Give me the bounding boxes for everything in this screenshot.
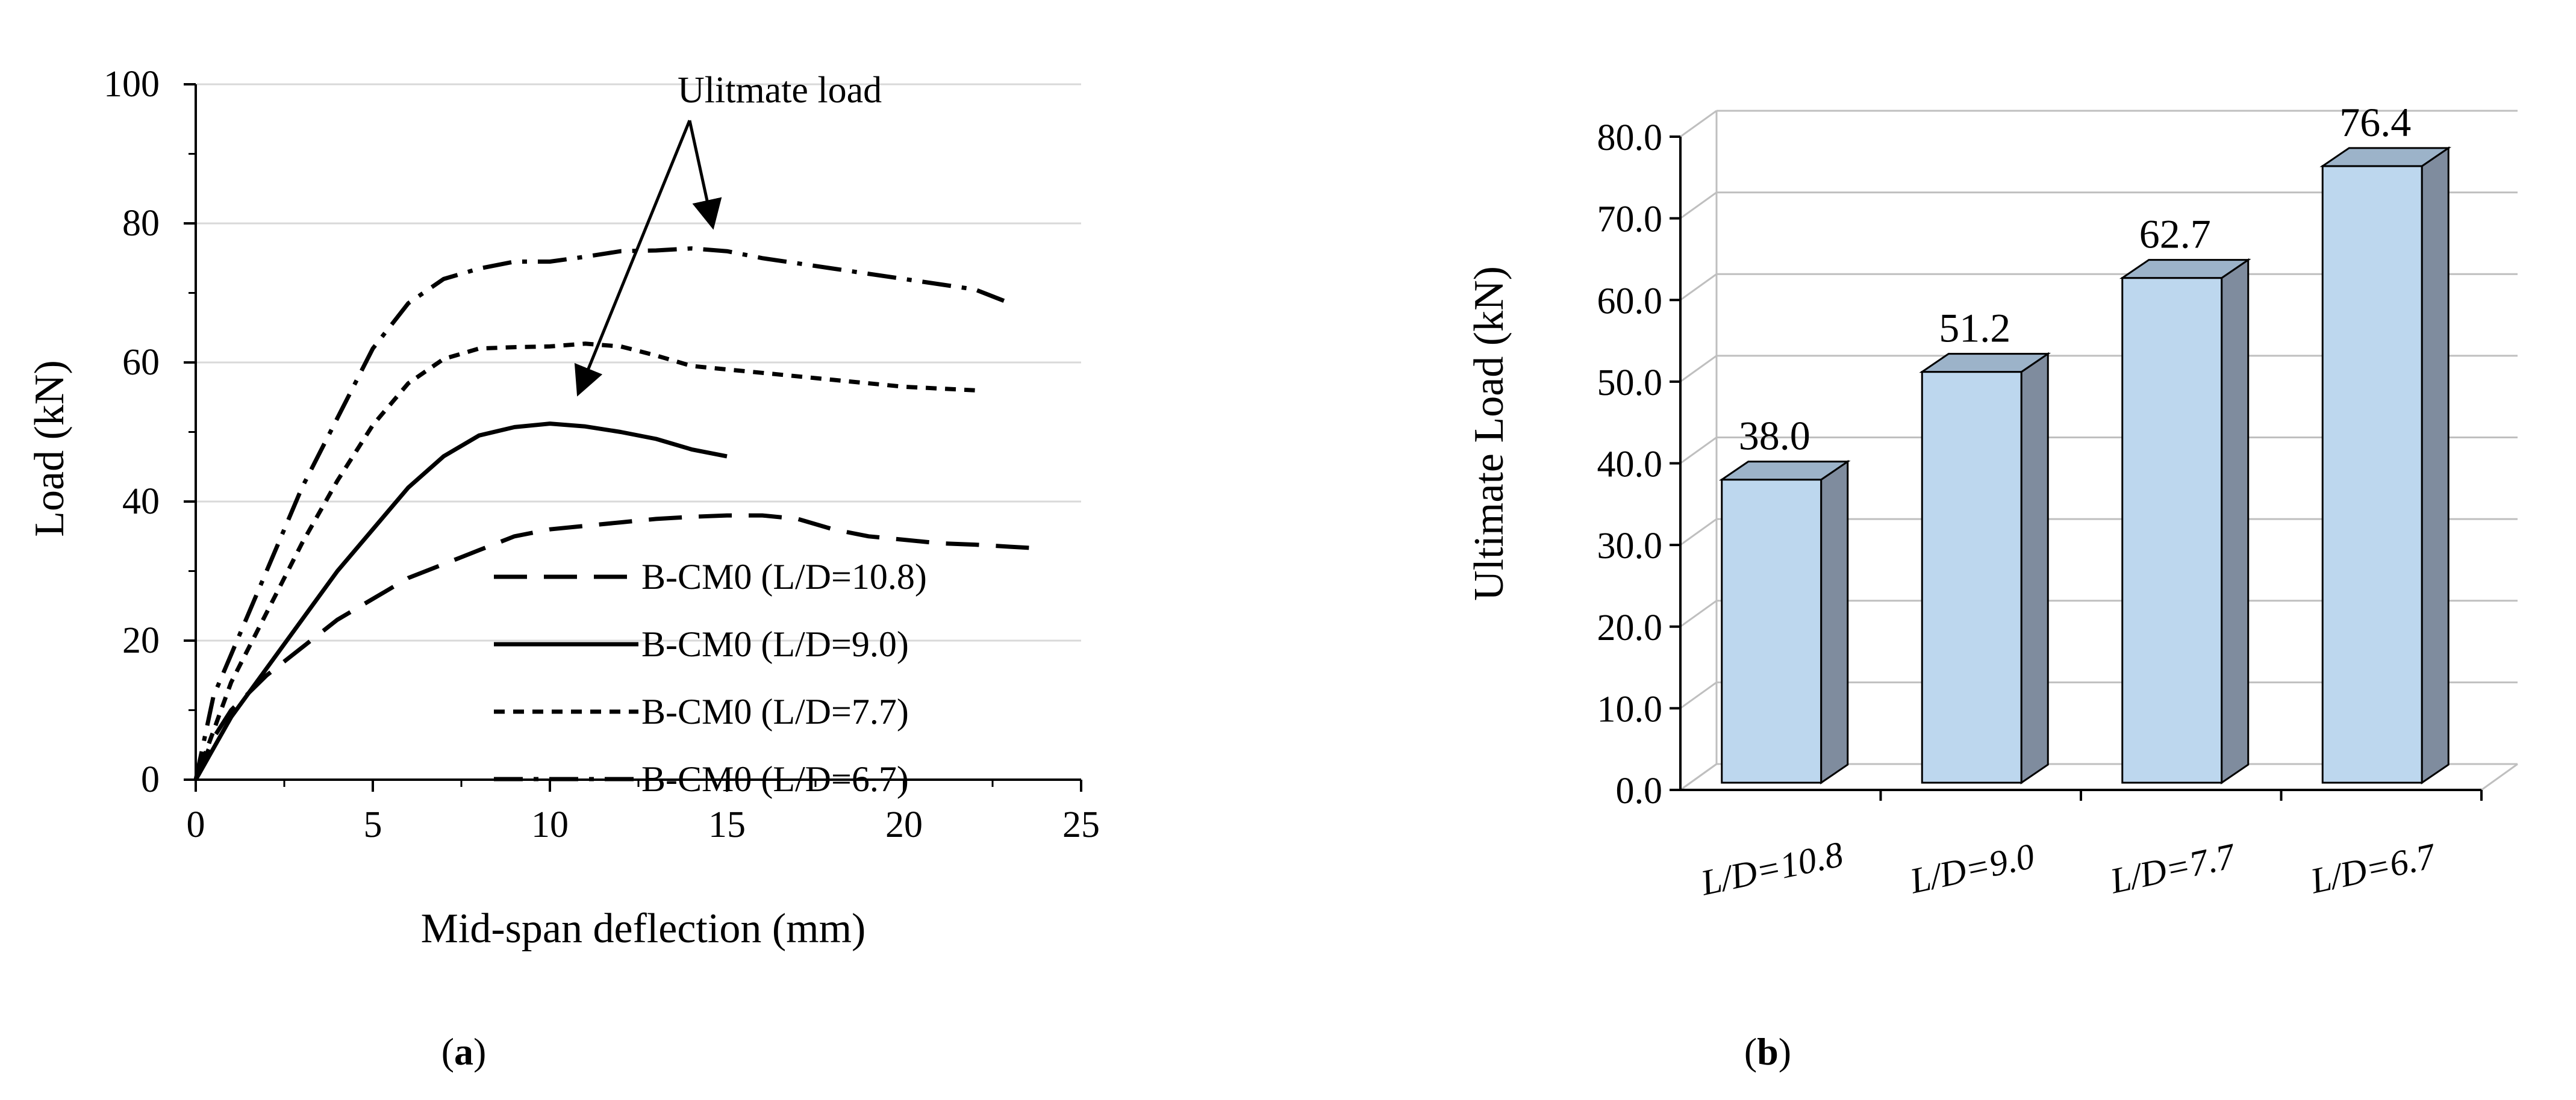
category-label-1: L/D=9.0	[1906, 836, 2038, 901]
data-label-3: 76.4	[2339, 99, 2411, 145]
panel-b-y-ticks: 0.0 10.0 20.0 30.0 40.0 50.0 60.0 70.0 80.0	[1597, 117, 1680, 812]
x-tick-label-1: 5	[364, 804, 382, 845]
data-label-0: 38.0	[1739, 413, 1810, 459]
panel-b-caption: (b)	[1744, 1030, 1791, 1073]
y-tick-label-5: 100	[104, 64, 160, 105]
y-tick-label-6: 60.0	[1597, 281, 1663, 322]
bar-2	[2119, 258, 2251, 785]
side-wall-grid-4	[1680, 437, 1717, 464]
panel-a-gridlines	[196, 83, 1081, 642]
bar-side-0	[1820, 459, 1849, 785]
bar-front-1	[1921, 371, 2022, 784]
panel-a-y-ticks: 0 20 40 60 80 100	[104, 64, 196, 800]
floor-left-edge	[1680, 763, 1717, 791]
side-wall-grid-6	[1680, 273, 1717, 301]
bar-1	[1919, 352, 2051, 785]
panel-a-annotation: Ulitmate load	[574, 70, 882, 397]
floor-right-edge	[2481, 763, 2518, 791]
y-tick-label-7: 70.0	[1597, 199, 1663, 240]
y-tick-label-3: 60	[122, 342, 160, 383]
bar-3	[2319, 146, 2452, 785]
y-tick-label-3: 30.0	[1597, 526, 1663, 567]
legend-label-0: B-CM0 (L/D=10.8)	[641, 557, 927, 597]
data-label-1: 51.2	[1939, 305, 2010, 351]
bar-front-3	[2321, 165, 2423, 784]
series-line-0	[193, 513, 1046, 781]
side-wall-grid-8	[1680, 110, 1717, 138]
y-tick-label-4: 40.0	[1597, 444, 1663, 485]
series-line-3	[193, 246, 1011, 780]
bar-0	[1718, 459, 1851, 785]
x-tick-label-4: 20	[885, 804, 923, 845]
panel-b-y-axis-title: Ultimate Load (kN)	[1466, 266, 1512, 601]
panel-b-category-labels: L/D=10.8 L/D=9.0 L/D=7.7 L/D=6.7	[1697, 790, 2483, 903]
x-tick-label-3: 15	[708, 804, 746, 845]
y-tick-label-1: 10.0	[1597, 689, 1663, 730]
panel-a-caption: (a)	[441, 1030, 487, 1073]
annotation-arrow-2	[688, 120, 722, 230]
panel-a-x-axis-title: Mid-span deflection (mm)	[421, 906, 866, 952]
bar-top-0	[1718, 461, 1851, 481]
panel-a-y-axis-title: Load (kN)	[27, 360, 73, 537]
y-tick-label-4: 80	[122, 203, 160, 244]
panel-b-caption-letter: b	[1757, 1030, 1779, 1073]
y-tick-label-0: 0.0	[1616, 771, 1663, 812]
annotation-text: Ulitmate load	[678, 70, 882, 111]
x-tick-label-0: 0	[187, 804, 205, 845]
y-tick-label-5: 50.0	[1597, 362, 1663, 403]
bar-top-3	[2319, 147, 2452, 167]
side-wall-grid-1	[1680, 682, 1717, 709]
side-wall-grid-2	[1680, 600, 1717, 627]
x-tick-label-5: 25	[1062, 804, 1100, 845]
panel-a-caption-letter: a	[454, 1030, 473, 1073]
panel-b-bars: 38.0 51.2 62.7 76.4	[1718, 99, 2452, 785]
panel-a-legend: B-CM0 (L/D=10.8) B-CM0 (L/D=9.0) B-CM0 (L/…	[494, 557, 927, 799]
panel-a-series	[193, 246, 1046, 781]
bar-side-1	[2020, 352, 2049, 785]
series-line-1	[193, 421, 728, 781]
y-tick-label-8: 80.0	[1597, 117, 1663, 158]
legend-label-1: B-CM0 (L/D=9.0)	[641, 624, 909, 664]
panel-a-line-chart: 0 20 40 60 80 100 0 5 10 15 20 25 B-CM0 (L/D=10.8)…	[27, 64, 1100, 1073]
bar-front-2	[2121, 277, 2223, 784]
x-tick-label-2: 10	[531, 804, 569, 845]
panel-b-bar-chart: 0.0 10.0 20.0 30.0 40.0 50.0 60.0 70.0 80.0 38.0…	[1466, 99, 2518, 1073]
category-label-3: L/D=6.7	[2307, 836, 2440, 901]
bar-top-1	[1919, 353, 2051, 373]
y-tick-label-2: 40	[122, 481, 160, 522]
bar-side-2	[2221, 258, 2250, 785]
legend-label-3: B-CM0 (L/D=6.7)	[641, 759, 909, 799]
annotation-arrow-1	[574, 120, 691, 397]
data-label-2: 62.7	[2139, 211, 2211, 257]
bar-top-2	[2119, 259, 2251, 279]
series-line-2	[193, 341, 975, 781]
side-wall-grid-3	[1680, 518, 1717, 546]
side-wall-grid-5	[1680, 355, 1717, 383]
category-label-0: L/D=10.8	[1697, 834, 1846, 903]
y-tick-label-0: 0	[141, 759, 160, 800]
bar-side-3	[2421, 146, 2450, 785]
legend-label-2: B-CM0 (L/D=7.7)	[641, 692, 909, 732]
bar-front-0	[1721, 479, 1823, 784]
y-tick-label-1: 20	[122, 620, 160, 661]
y-tick-label-2: 20.0	[1597, 607, 1663, 648]
category-label-2: L/D=7.7	[2106, 836, 2240, 901]
panel-a-x-ticks: 0 5 10 15 20 25	[187, 780, 1100, 845]
side-wall-grid-7	[1680, 191, 1717, 219]
